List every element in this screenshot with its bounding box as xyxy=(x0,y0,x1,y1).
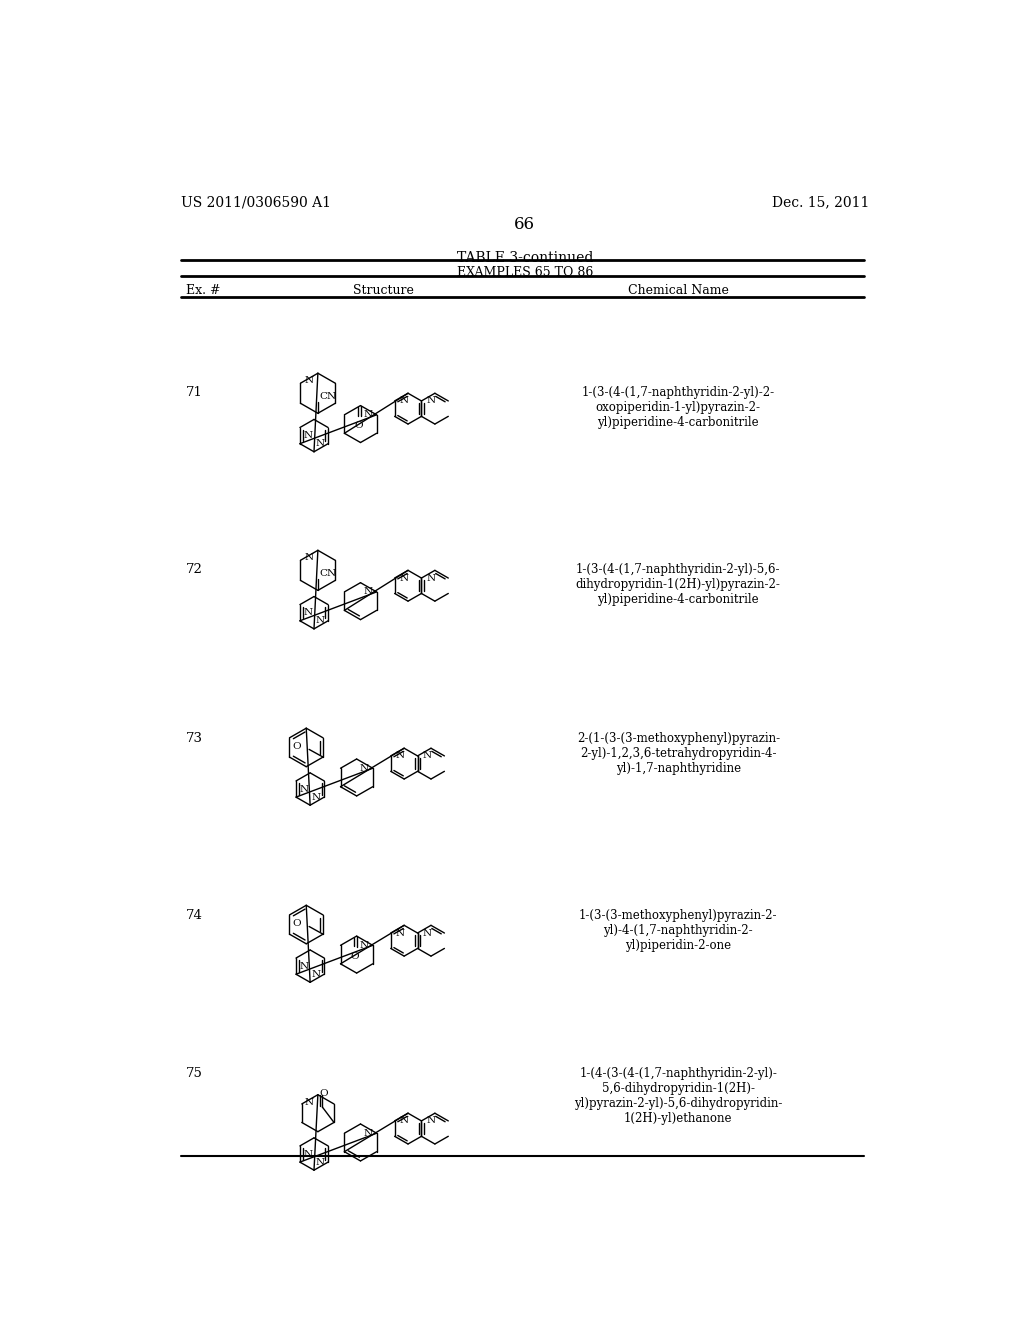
Text: N: N xyxy=(359,764,369,772)
Text: US 2011/0306590 A1: US 2011/0306590 A1 xyxy=(180,195,331,210)
Text: N: N xyxy=(395,928,404,937)
Text: TABLE 3-continued: TABLE 3-continued xyxy=(457,251,593,265)
Text: N: N xyxy=(315,440,325,449)
Text: N: N xyxy=(315,1158,325,1167)
Text: 71: 71 xyxy=(186,385,203,399)
Text: N: N xyxy=(359,941,369,950)
Text: 72: 72 xyxy=(186,562,203,576)
Text: 75: 75 xyxy=(186,1067,203,1080)
Text: O: O xyxy=(293,742,301,751)
Text: 73: 73 xyxy=(186,733,203,744)
Text: Chemical Name: Chemical Name xyxy=(628,284,729,297)
Text: 1-(3-(3-methoxyphenyl)pyrazin-2-
yl)-4-(1,7-naphthyridin-2-
yl)piperidin-2-one: 1-(3-(3-methoxyphenyl)pyrazin-2- yl)-4-(… xyxy=(579,909,777,952)
Text: N: N xyxy=(304,609,313,618)
Text: N: N xyxy=(300,962,309,972)
Text: N: N xyxy=(311,792,321,801)
Text: N: N xyxy=(422,928,431,937)
Text: 74: 74 xyxy=(186,909,203,923)
Text: Structure: Structure xyxy=(353,284,414,297)
Text: N: N xyxy=(364,411,373,420)
Text: 1-(4-(3-(4-(1,7-naphthyridin-2-yl)-
5,6-dihydropyridin-1(2H)-
yl)pyrazin-2-yl)-5: 1-(4-(3-(4-(1,7-naphthyridin-2-yl)- 5,6-… xyxy=(574,1067,782,1125)
Text: O: O xyxy=(351,952,359,961)
Text: N: N xyxy=(422,751,431,760)
Text: N: N xyxy=(399,396,409,405)
Text: N: N xyxy=(399,1117,409,1126)
Text: N: N xyxy=(364,1129,373,1138)
Text: 1-(3-(4-(1,7-naphthyridin-2-yl)-2-
oxopiperidin-1-yl)pyrazin-2-
yl)piperidine-4-: 1-(3-(4-(1,7-naphthyridin-2-yl)-2- oxopi… xyxy=(582,385,775,429)
Text: N: N xyxy=(304,553,313,562)
Text: 1-(3-(4-(1,7-naphthyridin-2-yl)-5,6-
dihydropyridin-1(2H)-yl)pyrazin-2-
yl)piper: 1-(3-(4-(1,7-naphthyridin-2-yl)-5,6- dih… xyxy=(575,562,780,606)
Text: N: N xyxy=(304,432,313,441)
Text: CN: CN xyxy=(319,392,337,401)
Text: N: N xyxy=(300,785,309,793)
Text: N: N xyxy=(304,1098,313,1106)
Text: 66: 66 xyxy=(514,216,536,234)
Text: Dec. 15, 2011: Dec. 15, 2011 xyxy=(771,195,869,210)
Text: EXAMPLES 65 TO 86: EXAMPLES 65 TO 86 xyxy=(457,267,593,280)
Text: N: N xyxy=(399,574,409,582)
Text: CN: CN xyxy=(319,569,337,578)
Text: N: N xyxy=(426,396,435,405)
Text: N: N xyxy=(364,587,373,597)
Text: O: O xyxy=(319,1089,329,1098)
Text: 2-(1-(3-(3-methoxyphenyl)pyrazin-
2-yl)-1,2,3,6-tetrahydropyridin-4-
yl)-1,7-nap: 2-(1-(3-(3-methoxyphenyl)pyrazin- 2-yl)-… xyxy=(577,733,780,775)
Text: N: N xyxy=(395,751,404,760)
Text: O: O xyxy=(293,919,301,928)
Text: N: N xyxy=(311,970,321,978)
Text: N: N xyxy=(304,376,313,385)
Text: N: N xyxy=(315,616,325,626)
Text: N: N xyxy=(304,1150,313,1159)
Text: N: N xyxy=(426,1117,435,1126)
Text: N: N xyxy=(426,574,435,582)
Text: O: O xyxy=(354,421,364,430)
Text: Ex. #: Ex. # xyxy=(186,284,220,297)
